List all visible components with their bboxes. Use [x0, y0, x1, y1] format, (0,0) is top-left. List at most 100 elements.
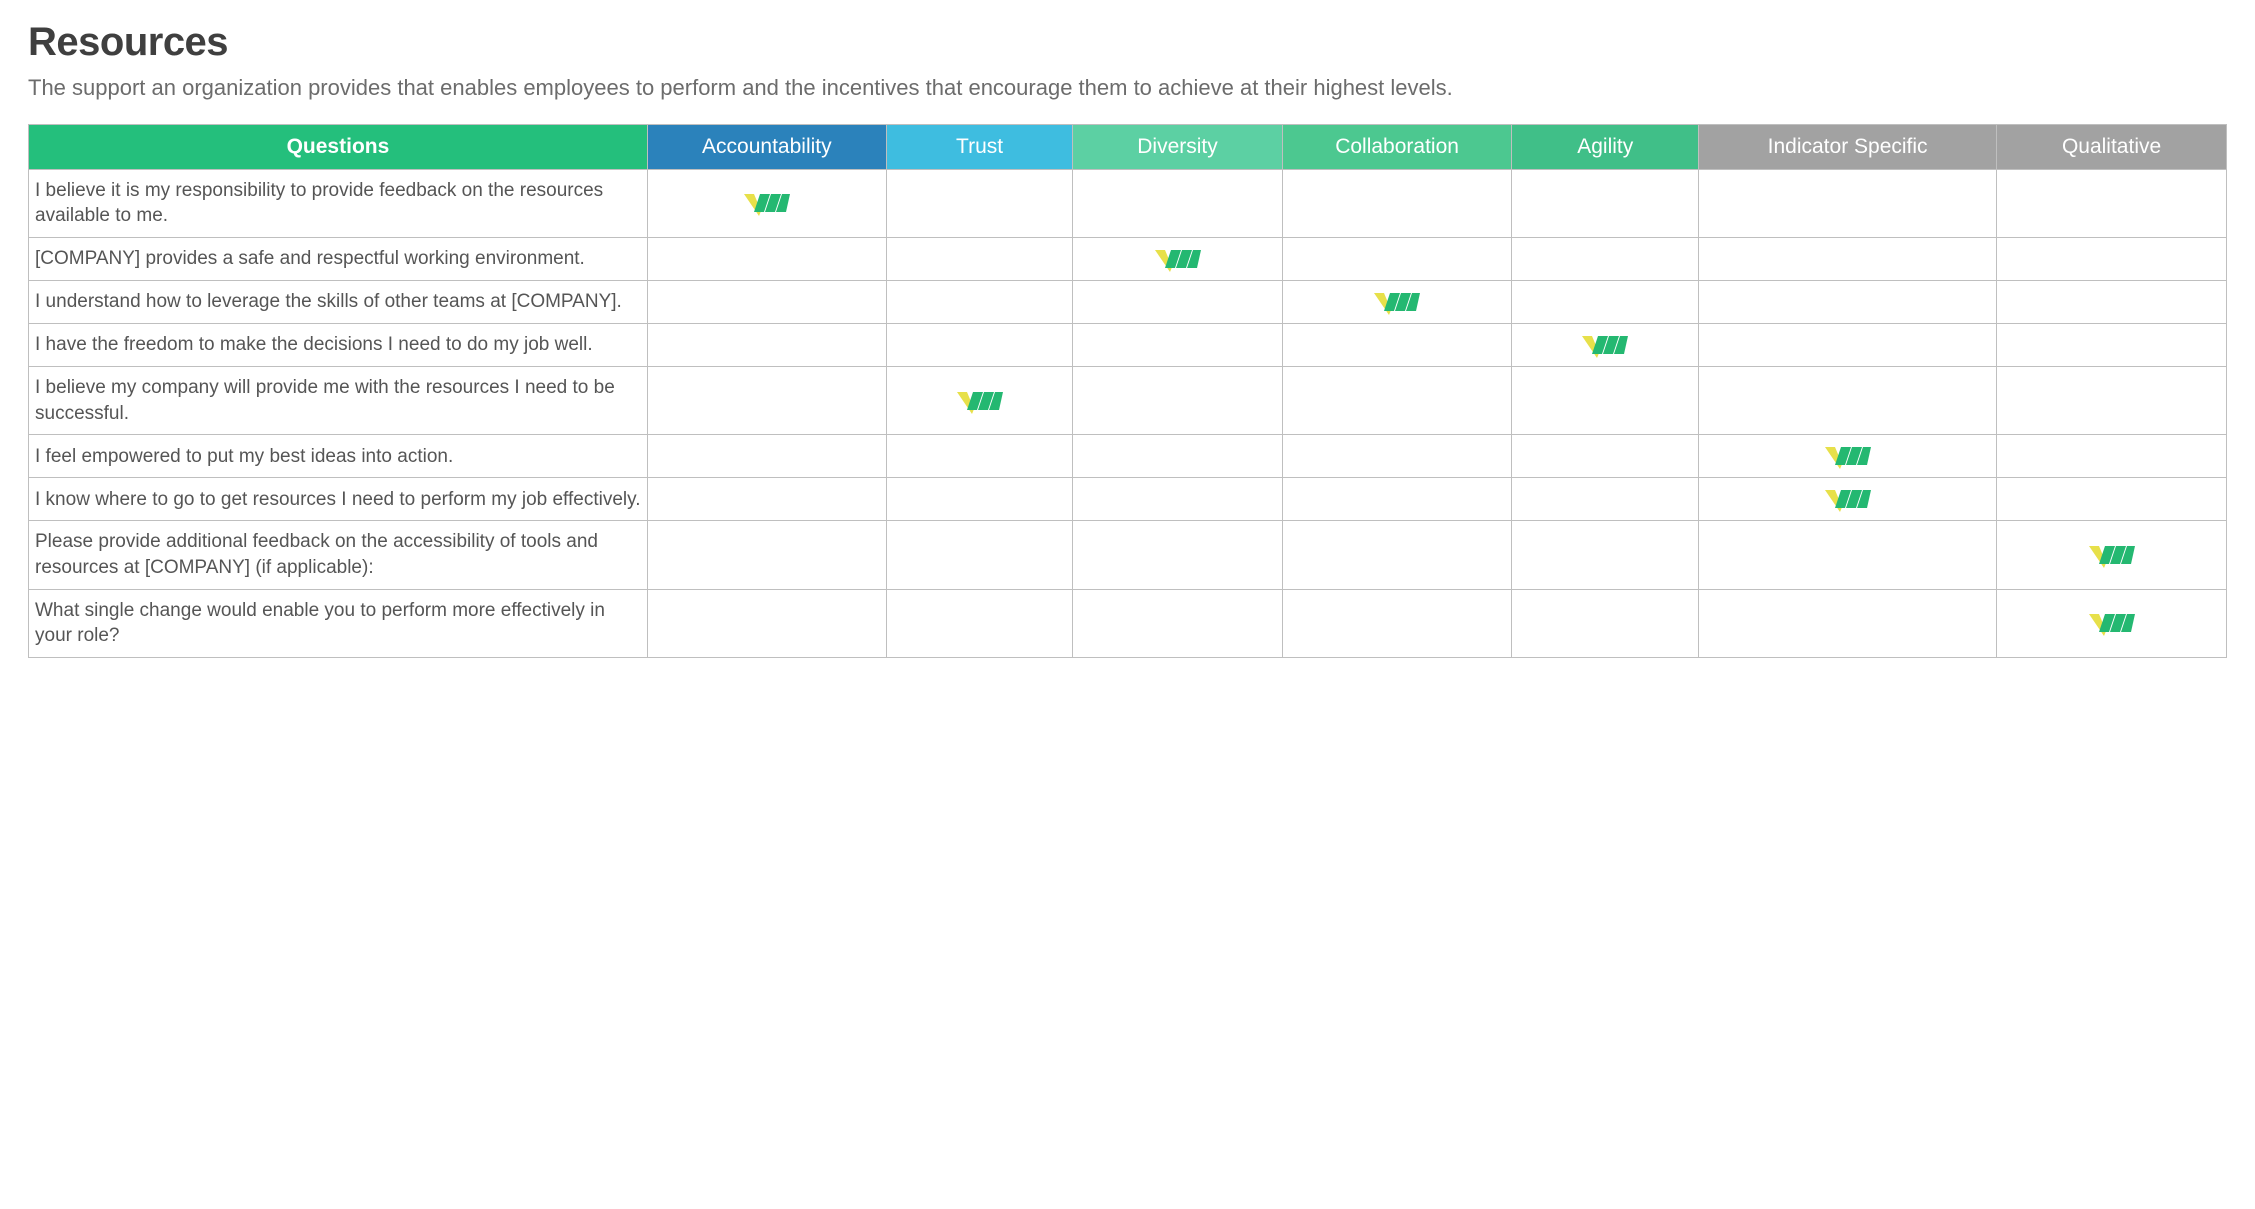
check-mark-icon [1374, 289, 1420, 315]
cell-diversity [1073, 367, 1282, 435]
table-header: Questions Accountability Trust Diversity Col… [29, 124, 2227, 169]
cell-qualitative [1997, 238, 2227, 281]
column-header-agility: Agility [1512, 124, 1699, 169]
cell-qualitative [1997, 478, 2227, 521]
cell-diversity [1073, 478, 1282, 521]
question-cell: I feel empowered to put my best ideas in… [29, 435, 648, 478]
question-text: I understand how to leverage the skills … [35, 291, 622, 312]
cell-accountability [647, 324, 886, 367]
cell-agility [1512, 435, 1699, 478]
check-mark-icon [2089, 610, 2135, 636]
cell-trust [886, 589, 1073, 657]
page-title: Resources [28, 20, 2227, 65]
question-text: I feel empowered to put my best ideas in… [35, 446, 453, 467]
table-row: I believe it is my responsibility to pro… [29, 169, 2227, 237]
cell-indicator [1699, 435, 1997, 478]
column-header-label: Accountability [702, 135, 832, 158]
column-header-accountability: Accountability [647, 124, 886, 169]
table-row: [COMPANY] provides a safe and respectful… [29, 238, 2227, 281]
cell-accountability [647, 435, 886, 478]
cell-collaboration [1282, 238, 1512, 281]
cell-collaboration [1282, 478, 1512, 521]
cell-trust [886, 324, 1073, 367]
cell-indicator [1699, 324, 1997, 367]
cell-qualitative [1997, 367, 2227, 435]
cell-accountability [647, 367, 886, 435]
cell-collaboration [1282, 281, 1512, 324]
question-cell: I believe my company will provide me wit… [29, 367, 648, 435]
check-mark-icon [2089, 542, 2135, 568]
cell-qualitative [1997, 435, 2227, 478]
cell-accountability [647, 521, 886, 589]
question-cell: I understand how to leverage the skills … [29, 281, 648, 324]
cell-collaboration [1282, 324, 1512, 367]
table-row: Please provide additional feedback on th… [29, 521, 2227, 589]
cell-trust [886, 169, 1073, 237]
cell-qualitative [1997, 169, 2227, 237]
cell-diversity [1073, 324, 1282, 367]
column-header-label: Trust [956, 135, 1003, 158]
column-header-label: Diversity [1137, 135, 1218, 158]
cell-agility [1512, 367, 1699, 435]
question-text: Please provide additional feedback on th… [35, 531, 598, 578]
cell-agility [1512, 169, 1699, 237]
check-mark-icon [1155, 246, 1201, 272]
cell-trust [886, 238, 1073, 281]
cell-accountability [647, 169, 886, 237]
resources-table: Questions Accountability Trust Diversity Col… [28, 124, 2227, 658]
question-cell: What single change would enable you to p… [29, 589, 648, 657]
column-header-diversity: Diversity [1073, 124, 1282, 169]
question-text: What single change would enable you to p… [35, 600, 605, 647]
cell-indicator [1699, 521, 1997, 589]
table-row: I have the freedom to make the decisions… [29, 324, 2227, 367]
cell-accountability [647, 281, 886, 324]
column-header-collaboration: Collaboration [1282, 124, 1512, 169]
cell-qualitative [1997, 521, 2227, 589]
cell-accountability [647, 478, 886, 521]
cell-agility [1512, 521, 1699, 589]
question-cell: I have the freedom to make the decisions… [29, 324, 648, 367]
column-header-label: Indicator Specific [1768, 135, 1928, 158]
cell-accountability [647, 238, 886, 281]
table-row: What single change would enable you to p… [29, 589, 2227, 657]
cell-trust [886, 478, 1073, 521]
cell-diversity [1073, 238, 1282, 281]
column-header-label: Questions [287, 135, 390, 158]
cell-indicator [1699, 478, 1997, 521]
column-header-questions: Questions [29, 124, 648, 169]
cell-qualitative [1997, 324, 2227, 367]
column-header-label: Collaboration [1335, 135, 1459, 158]
check-mark-icon [744, 190, 790, 216]
cell-collaboration [1282, 521, 1512, 589]
question-text: I believe it is my responsibility to pro… [35, 180, 603, 227]
table-row: I believe my company will provide me wit… [29, 367, 2227, 435]
table-row: I feel empowered to put my best ideas in… [29, 435, 2227, 478]
cell-qualitative [1997, 281, 2227, 324]
column-header-label: Agility [1577, 135, 1633, 158]
column-header-indicator: Indicator Specific [1699, 124, 1997, 169]
cell-indicator [1699, 367, 1997, 435]
cell-agility [1512, 238, 1699, 281]
check-mark-icon [957, 388, 1003, 414]
cell-indicator [1699, 169, 1997, 237]
cell-agility [1512, 589, 1699, 657]
cell-diversity [1073, 435, 1282, 478]
cell-qualitative [1997, 589, 2227, 657]
cell-agility [1512, 324, 1699, 367]
check-mark-icon [1582, 332, 1628, 358]
question-cell: I know where to go to get resources I ne… [29, 478, 648, 521]
cell-trust [886, 367, 1073, 435]
check-mark-icon [1825, 443, 1871, 469]
check-mark-icon [1825, 486, 1871, 512]
question-cell: Please provide additional feedback on th… [29, 521, 648, 589]
cell-collaboration [1282, 169, 1512, 237]
cell-trust [886, 521, 1073, 589]
cell-collaboration [1282, 435, 1512, 478]
question-text: [COMPANY] provides a safe and respectful… [35, 248, 585, 269]
cell-diversity [1073, 521, 1282, 589]
cell-agility [1512, 478, 1699, 521]
cell-indicator [1699, 281, 1997, 324]
question-text: I believe my company will provide me wit… [35, 377, 615, 424]
question-text: I have the freedom to make the decisions… [35, 334, 593, 355]
cell-indicator [1699, 238, 1997, 281]
